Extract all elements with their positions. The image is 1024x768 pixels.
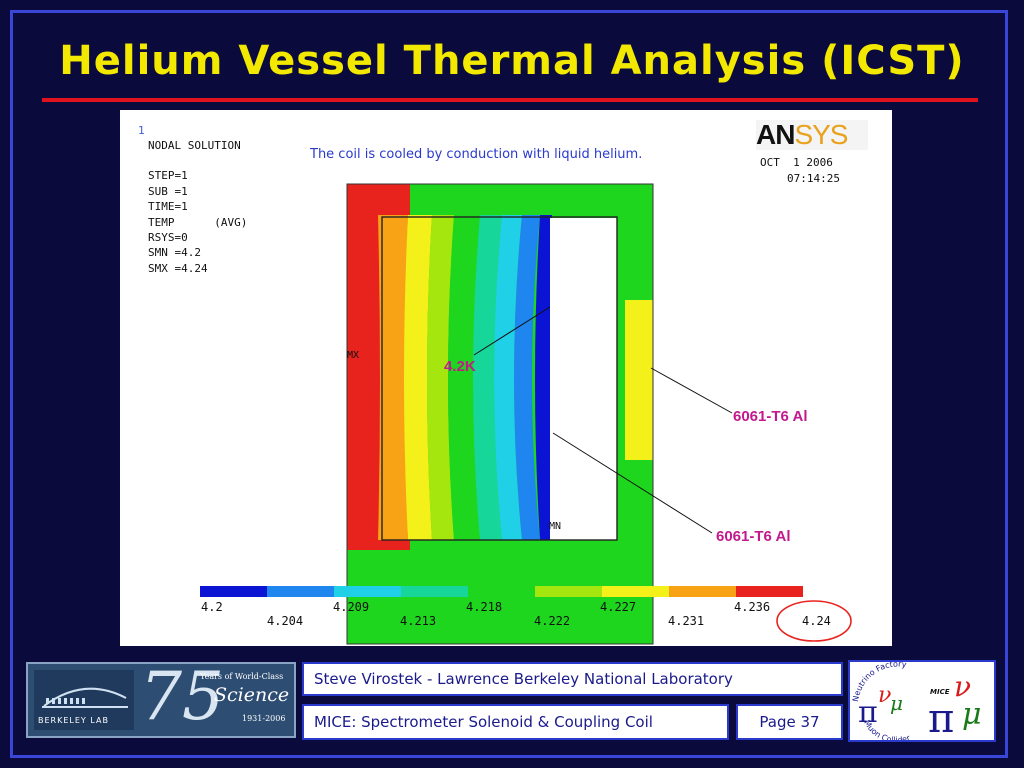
max-marker: MX	[347, 350, 360, 361]
berkeley-lab-logo: BERKELEY LAB 75 Years of World-Class Sci…	[26, 658, 296, 738]
ansys-logo-sys: SYS	[794, 119, 848, 150]
colorbar-swatch	[535, 586, 602, 597]
coil-cavity	[550, 218, 617, 540]
tick-label: 4.213	[400, 614, 437, 628]
anniversary-line2: Science	[214, 684, 290, 706]
nodal-line: NODAL SOLUTION	[148, 139, 241, 152]
footer-project: MICE: Spectrometer Solenoid & Coupling C…	[302, 704, 729, 740]
anniversary-years: 1931-2006	[242, 714, 286, 723]
colorbar-swatch	[602, 586, 669, 597]
material-callout-inner: 6061-T6 Al	[716, 528, 791, 545]
nodal-line: STEP=1	[148, 169, 188, 183]
nu-symbol-right: ν	[954, 670, 971, 703]
mu-symbol-right: μ	[962, 697, 982, 732]
tick-label: 4.222	[534, 614, 571, 628]
leader-line-temp	[473, 306, 551, 356]
anniversary-number: 75	[140, 658, 224, 735]
ansys-logo: ANSYS	[756, 120, 868, 150]
neutrino-factory-logo: Neutrino Factory Muon Collider π ν μ MIC…	[848, 660, 996, 742]
nodal-line: SMX =4.24	[148, 261, 208, 275]
nodal-line: SMN =4.2	[148, 246, 201, 260]
colorbar-swatch	[334, 586, 401, 597]
thermal-plot-figure: 1 NODAL SOLUTION STEP=1 SUB =1 TIME=1 TE…	[120, 110, 892, 646]
ansys-logo-an: AN	[756, 119, 795, 150]
colorbar-swatch	[468, 586, 535, 597]
leader-line-al-2	[552, 432, 713, 534]
slide-title: Helium Vessel Thermal Analysis (ICST)	[59, 38, 965, 84]
mice-emblem: Neutrino Factory Muon Collider π ν μ MIC…	[851, 662, 982, 740]
author-text: Steve Virostek - Lawrence Berkeley Natio…	[314, 670, 733, 688]
leader-line-al-1	[650, 367, 733, 414]
vessel-outline	[346, 183, 654, 645]
page-number: Page 37	[759, 713, 820, 731]
colorbar-swatch	[267, 586, 334, 597]
figure-caption: The coil is cooled by conduction with li…	[310, 147, 643, 162]
mice-label: MICE	[930, 688, 950, 696]
colorbar	[200, 586, 803, 597]
nodal-line: RSYS=0	[148, 231, 188, 245]
nodal-solution-text: NODAL SOLUTION STEP=1 SUB =1 TIME=1 TEMP…	[148, 138, 247, 276]
project-text: MICE: Spectrometer Solenoid & Coupling C…	[314, 713, 653, 731]
colorbar-swatch	[736, 586, 803, 597]
tick-label: 4.2	[201, 600, 223, 614]
pi-symbol-right: π	[928, 696, 954, 740]
pi-symbol-left: π	[858, 695, 878, 730]
footer-author: Steve Virostek - Lawrence Berkeley Natio…	[302, 662, 843, 696]
tick-label: 4.204	[267, 614, 304, 628]
panel-number: 1	[138, 124, 145, 137]
plot-time: 07:14:25	[787, 172, 840, 185]
lab-name: BERKELEY LAB	[38, 716, 109, 725]
anniversary-line1: Years of World-Class	[200, 672, 284, 681]
tick-label: 4.227	[600, 600, 637, 614]
lab-building-icon	[42, 687, 128, 708]
max-value-highlight	[776, 600, 852, 642]
plot-date: OCT 1 2006	[760, 156, 833, 169]
tick-label: 4.218	[466, 600, 503, 614]
nu-symbol-left: ν	[878, 683, 891, 708]
inner-boundary	[381, 216, 618, 541]
nodal-line: TIME=1	[148, 200, 188, 214]
tick-label: 4.24	[802, 614, 831, 628]
tick-label: 4.209	[333, 600, 370, 614]
temp-callout: 4.2K	[444, 358, 476, 375]
colorbar-swatch	[401, 586, 468, 597]
berkeley-lab-mark: BERKELEY LAB	[34, 670, 134, 730]
tick-label: 4.231	[668, 614, 705, 628]
min-marker: MN	[549, 521, 562, 532]
nodal-line: TEMP (AVG)	[148, 215, 248, 229]
mu-symbol-left: μ	[890, 691, 903, 715]
tick-label: 4.236	[734, 600, 771, 614]
nodal-line: SUB =1	[148, 184, 188, 198]
temperature-contour-plot	[200, 183, 852, 645]
material-callout-outer: 6061-T6 Al	[733, 408, 808, 425]
title-divider	[42, 98, 978, 102]
colorbar-swatch	[200, 586, 267, 597]
colorbar-swatch	[669, 586, 736, 597]
footer-page: Page 37	[736, 704, 843, 740]
